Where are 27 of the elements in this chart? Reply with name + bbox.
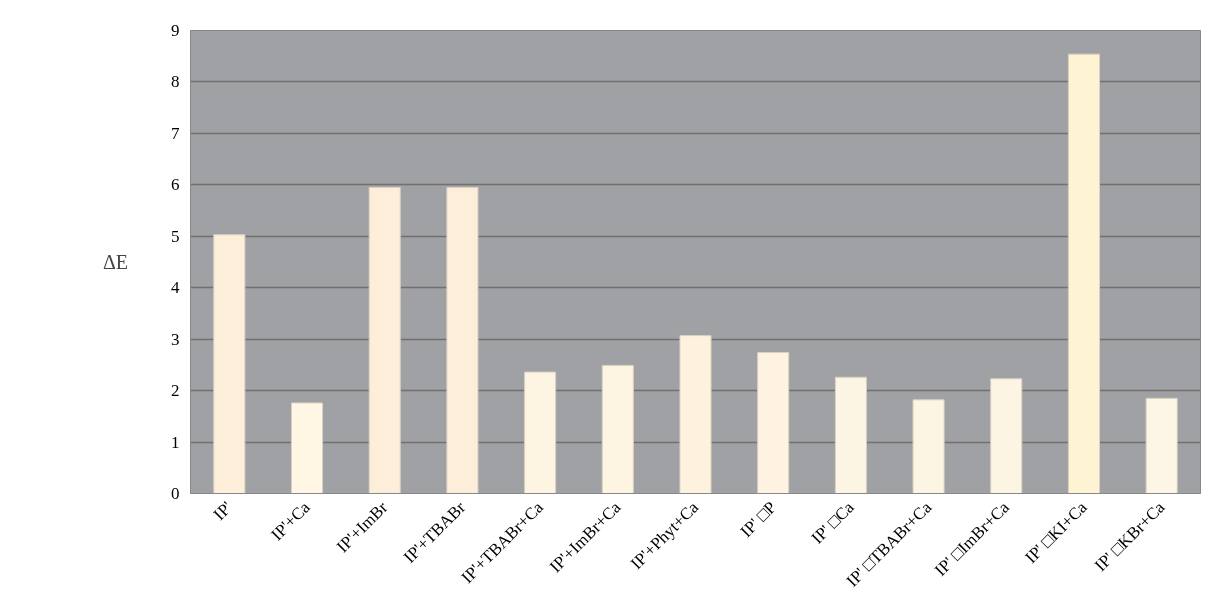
y-tick-label: 6: [171, 175, 180, 195]
y-tick-label: 9: [171, 21, 180, 40]
y-tick-label: 1: [171, 432, 180, 452]
bar: [601, 364, 634, 494]
x-tick-label: IP': [209, 497, 237, 525]
bar: [1067, 53, 1100, 494]
x-tick-label: IP' □P: [736, 497, 780, 542]
bar: [679, 335, 712, 494]
bar: [213, 234, 246, 494]
bar: [368, 186, 401, 494]
bar: [834, 376, 867, 494]
bar: [291, 402, 324, 494]
y-tick-label: 5: [171, 226, 180, 246]
bar: [757, 352, 790, 494]
bar: [446, 186, 479, 494]
y-tick-label: 8: [171, 72, 180, 92]
y-tick-label: 0: [171, 484, 180, 503]
bar: [912, 399, 945, 494]
y-tick-label: 7: [171, 123, 180, 143]
bar: [524, 371, 557, 494]
bar: [990, 378, 1023, 494]
y-tick-label: 4: [171, 278, 180, 298]
x-tick-label: IP' □Ca: [807, 497, 858, 548]
y-axis-title: ΔE: [102, 251, 128, 273]
y-tick-label: 2: [171, 381, 180, 401]
y-tick-label: 3: [171, 329, 180, 349]
bar: [1145, 397, 1178, 494]
